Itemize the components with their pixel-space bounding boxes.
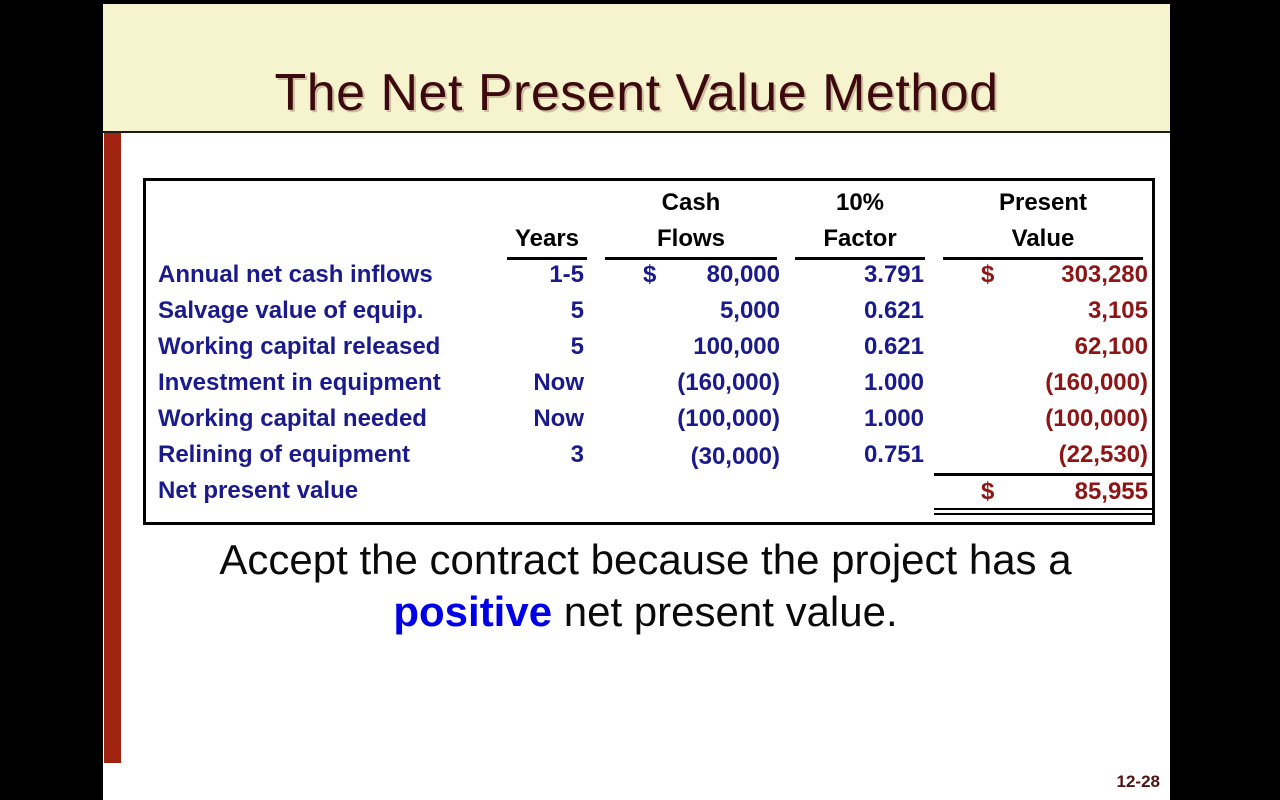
row-factor: 0.751 <box>863 441 924 468</box>
row-years: 3 <box>570 441 584 468</box>
cash-flow-value: (30,000) <box>690 442 780 470</box>
header-value: Value <box>943 221 1143 260</box>
row-years: Now <box>533 369 584 396</box>
cash-flow-value: (100,000) <box>677 405 780 432</box>
row-label: Salvage value of equip. <box>158 297 424 324</box>
total-spacer <box>498 473 596 517</box>
table-total-row: Net present value $ 85,955 <box>146 473 1152 517</box>
accent-bar <box>104 133 121 763</box>
dollar-sign: $ <box>643 261 657 288</box>
row-cash-flow: 5,000 <box>596 293 786 329</box>
row-years: 5 <box>570 333 584 360</box>
row-label: Investment in equipment <box>158 369 441 396</box>
present-value-value: 303,280 <box>1061 261 1148 288</box>
table-header-row-2: Years Flows Factor Value <box>146 221 1152 260</box>
cash-flow-value: 100,000 <box>693 333 780 360</box>
caption-line-2: positive net present value. <box>121 586 1170 638</box>
row-present-value: (160,000) <box>934 365 1152 401</box>
present-value-value: (100,000) <box>1045 405 1148 432</box>
header-spacer <box>146 221 498 260</box>
npv-table: Cash 10% Present Years Flows Factor Valu… <box>143 178 1155 525</box>
header-years: Years <box>507 221 587 260</box>
cash-flow-value: 80,000 <box>706 261 780 288</box>
title-band: The Net Present Value Method <box>103 4 1170 133</box>
row-cash-flow: $ 80,000 <box>596 257 786 293</box>
net-present-value-amount: 85,955 <box>1074 477 1148 505</box>
total-spacer <box>596 473 786 517</box>
total-spacer <box>786 473 934 517</box>
table-row: Working capital needed Now (100,000) 1.0… <box>146 401 1152 437</box>
header-spacer <box>146 185 498 221</box>
present-value-value: 62,100 <box>1074 333 1148 360</box>
header-present: Present <box>998 189 1088 216</box>
slide-title: The Net Present Value Method <box>274 64 999 122</box>
row-factor: 3.791 <box>863 261 924 288</box>
row-present-value: $ 303,280 <box>934 257 1152 293</box>
dollar-sign: $ <box>981 477 995 505</box>
header-spacer <box>498 185 596 221</box>
present-value-value: (160,000) <box>1045 369 1148 396</box>
table-row: Relining of equipment 3 (30,000) 0.751 (… <box>146 437 1152 476</box>
table-row: Investment in equipment Now (160,000) 1.… <box>146 365 1152 401</box>
header-factor-pct: 10% <box>835 189 885 216</box>
row-factor: 1.000 <box>863 405 924 432</box>
caption-line-1: Accept the contract because the project … <box>219 536 1072 583</box>
row-present-value: 62,100 <box>934 329 1152 365</box>
slide: The Net Present Value Method Cash 10% Pr… <box>103 4 1170 800</box>
row-cash-flow: (160,000) <box>596 365 786 401</box>
conclusion-text: Accept the contract because the project … <box>121 534 1170 638</box>
row-present-value: (100,000) <box>934 401 1152 437</box>
cash-flow-value: 5,000 <box>719 297 780 324</box>
dollar-sign: $ <box>981 261 995 288</box>
header-cash: Cash <box>661 189 721 216</box>
caption-line-2-rest: net present value. <box>563 588 898 635</box>
present-value-value: 3,105 <box>1087 297 1148 324</box>
present-value-value: (22,530) <box>1058 441 1148 468</box>
row-label: Relining of equipment <box>158 441 410 468</box>
row-label: Working capital needed <box>158 405 427 432</box>
row-cash-flow: 100,000 <box>596 329 786 365</box>
row-factor: 0.621 <box>863 333 924 360</box>
row-label: Working capital released <box>158 333 441 360</box>
table-header-row-1: Cash 10% Present <box>146 185 1152 221</box>
total-present-value: $ 85,955 <box>934 475 1152 515</box>
header-factor: Factor <box>795 221 925 260</box>
highlighted-word: positive <box>393 588 553 635</box>
row-years: 1-5 <box>549 261 584 288</box>
row-cash-flow: (30,000) <box>596 437 786 476</box>
row-label: Annual net cash inflows <box>158 261 433 288</box>
row-years: 5 <box>570 297 584 324</box>
row-years: Now <box>533 405 584 432</box>
table-row: Salvage value of equip. 5 5,000 0.621 3,… <box>146 293 1152 329</box>
row-factor: 0.621 <box>863 297 924 324</box>
total-label: Net present value <box>158 477 359 504</box>
row-present-value: (22,530) <box>934 437 1152 476</box>
row-cash-flow: (100,000) <box>596 401 786 437</box>
row-factor: 1.000 <box>863 369 924 396</box>
header-flows: Flows <box>605 221 777 260</box>
page-number: 12-28 <box>1116 772 1160 791</box>
cash-flow-value: (160,000) <box>677 369 780 396</box>
row-present-value: 3,105 <box>934 293 1152 329</box>
table-row: Working capital released 5 100,000 0.621… <box>146 329 1152 365</box>
table-row: Annual net cash inflows 1-5 $ 80,000 3.7… <box>146 257 1152 293</box>
